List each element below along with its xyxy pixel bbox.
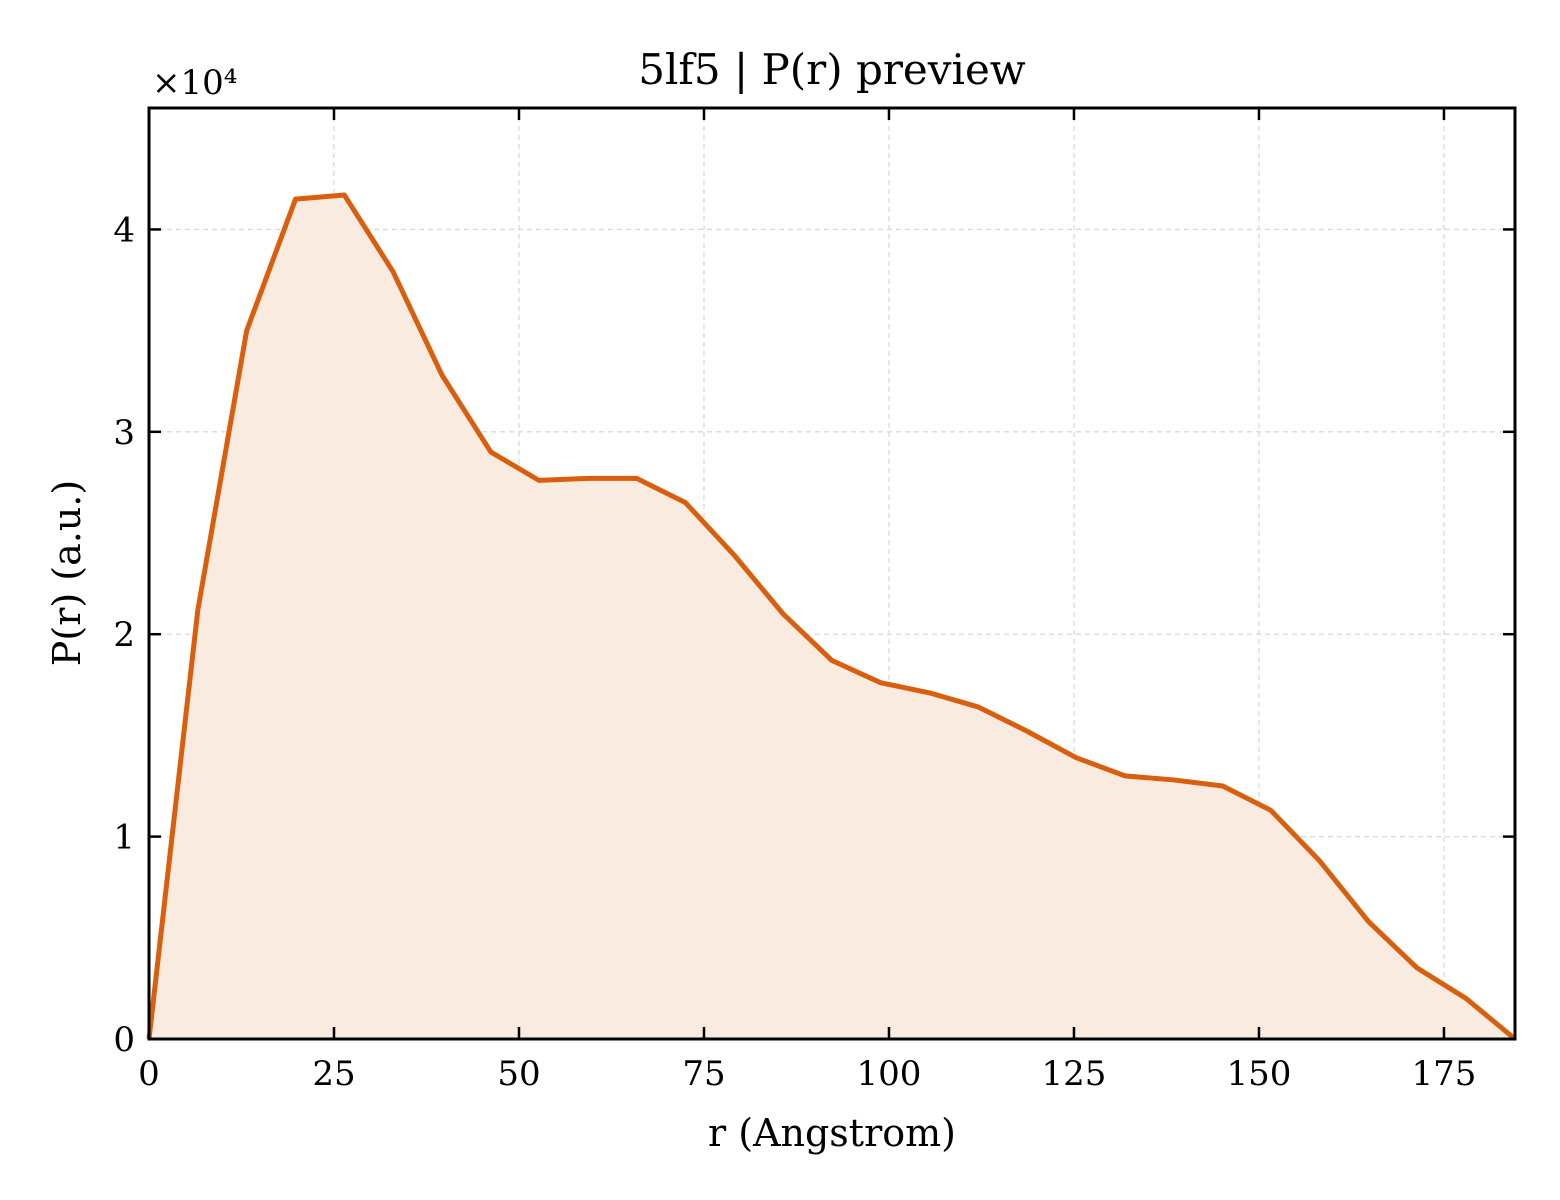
pr-area-fill — [149, 195, 1515, 1039]
x-axis-label: r (Angstrom) — [708, 1111, 956, 1155]
y-tick-label: 2 — [113, 615, 135, 655]
x-tick-label: 50 — [497, 1054, 540, 1094]
plot-frame — [147, 106, 1517, 1041]
x-tick-label: 150 — [1227, 1054, 1292, 1094]
y-tick-label: 1 — [113, 818, 135, 858]
pr-line — [146, 192, 1517, 1041]
y-offset-label: ×10⁴ — [152, 63, 237, 103]
x-tick-label: 175 — [1412, 1054, 1477, 1094]
x-tick-label: 0 — [138, 1054, 160, 1094]
y-tick-label: 0 — [113, 1020, 135, 1060]
x-tick-label: 100 — [857, 1054, 922, 1094]
y-tick-label: 3 — [113, 413, 135, 453]
x-tick-label: 75 — [682, 1054, 725, 1094]
y-tick-label: 4 — [113, 210, 135, 250]
y-axis-label: P(r) (a.u.) — [45, 480, 89, 666]
x-tick-label: 25 — [312, 1054, 355, 1094]
chart-title: 5lf5 | P(r) preview — [638, 45, 1026, 94]
x-tick-label: 125 — [1042, 1054, 1107, 1094]
